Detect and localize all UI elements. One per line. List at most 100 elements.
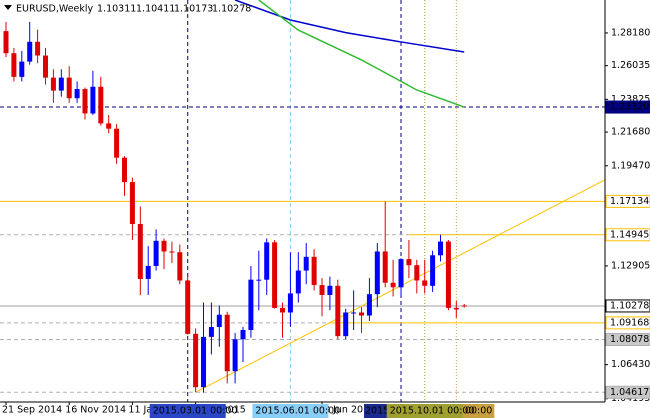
x-tick-label: 28 Jun 2015: [318, 405, 375, 416]
candle-body: [430, 255, 436, 286]
candle-body: [129, 182, 135, 225]
candle-body: [295, 270, 301, 294]
level-label-box: [605, 228, 650, 242]
level-label: 1.09168: [610, 317, 649, 328]
marker-label-box: [149, 404, 226, 418]
candle-body: [185, 280, 191, 334]
candle-body: [3, 31, 9, 54]
candle-body: [153, 240, 159, 266]
candle-body: [359, 312, 365, 316]
y-tick-label: 1.06430: [611, 359, 650, 370]
close: 1.10278: [212, 4, 251, 15]
candle-body: [66, 77, 72, 99]
candle-body: [27, 41, 33, 62]
candle-body: [264, 242, 270, 280]
candle-body: [382, 251, 388, 283]
moving-average: [234, 0, 465, 53]
y-tick-label: 1.19470: [611, 160, 650, 171]
level-label-box: [605, 100, 650, 114]
candle-body: [287, 293, 293, 313]
marker-label: 2015.03.01 00:00: [153, 406, 238, 417]
high: 1.10411: [136, 4, 175, 15]
candle-body: [406, 259, 412, 266]
candle-body: [201, 336, 207, 388]
candle-body: [398, 259, 404, 288]
candle-body: [311, 256, 317, 286]
level-label: 1.17134: [610, 196, 649, 207]
y-tick-label: 1.21680: [611, 127, 650, 138]
candle-body: [438, 241, 444, 256]
level-label-box: [605, 194, 650, 208]
level-label: 1.14945: [610, 229, 649, 240]
moving-average: [258, 0, 465, 108]
y-tick-label: 1.23825: [611, 94, 650, 105]
candle-body: [11, 53, 17, 77]
candle-body: [35, 41, 41, 56]
candle-body: [90, 86, 96, 114]
price-label: 1.10278: [610, 300, 649, 311]
candle-body: [280, 307, 286, 313]
candle-body: [193, 333, 199, 388]
candle-body: [58, 77, 64, 91]
x-tick-label: 21 Sep 2014: [2, 405, 62, 416]
y-tick-label: 1.12905: [611, 260, 650, 271]
marker-label: 2015: [365, 406, 389, 417]
open: 1.10311: [97, 4, 136, 15]
candle-body: [43, 55, 49, 78]
candle-body: [422, 280, 428, 286]
candle-body: [161, 240, 167, 252]
candle-body: [98, 86, 104, 124]
candle-body: [248, 279, 254, 331]
candle-body: [145, 265, 151, 279]
candle-body: [335, 285, 341, 337]
level-label-box: [605, 316, 650, 330]
candle-body: [216, 314, 222, 327]
candle-body: [208, 326, 214, 337]
level-label: 1.23320: [610, 102, 649, 113]
candle-body: [19, 61, 25, 77]
candle-body: [106, 123, 112, 129]
axes: 1.28180 1.26035 1.23825 1.21680 1.19470 1.129…: [2, 27, 650, 418]
candle-body: [272, 242, 278, 308]
candle-body: [74, 89, 80, 99]
marker-label-box: [252, 404, 329, 418]
candle-body: [366, 294, 372, 316]
candle-body: [169, 251, 175, 253]
header: EURUSD,Weekly 1.10311 1.10411 1.10173 1.…: [4, 4, 251, 15]
candle-body: [256, 279, 262, 281]
plot-area: [0, 0, 605, 402]
candle-body: [445, 241, 451, 308]
candle-body: [114, 128, 120, 158]
y-tick-label: 1.26035: [611, 60, 650, 71]
marker-label-box: [386, 404, 463, 418]
candle-body: [50, 77, 56, 91]
candle-body: [390, 282, 396, 288]
marker-label: 2015.06.01 00:00: [255, 406, 340, 417]
marker-label: 2015.10.01 00:00: [390, 406, 475, 417]
y-tick-label: 1.28180: [611, 27, 650, 38]
level-label: 1.08078: [610, 334, 649, 345]
candle-body: [351, 312, 357, 314]
low: 1.10173: [174, 4, 213, 15]
level-label: 1.04617: [610, 387, 649, 398]
candle-body: [461, 305, 467, 307]
level-label-box: [605, 333, 650, 347]
symbol: EURUSD,Weekly: [16, 4, 94, 15]
candle-body: [327, 285, 333, 295]
candle-body: [232, 339, 238, 372]
candle-body: [240, 330, 246, 340]
candle-body: [319, 285, 325, 295]
candle-body: [414, 265, 420, 281]
x-tick-label: 16 Nov 2014: [65, 405, 126, 416]
menu-icon: [4, 5, 12, 10]
candle-body: [453, 307, 459, 310]
candle-body: [137, 224, 143, 279]
candle-body: [224, 314, 230, 372]
candle-body: [374, 251, 380, 295]
candle-body: [177, 252, 183, 281]
candle-body: [343, 312, 349, 337]
price-label-box: [605, 299, 650, 313]
level-label-box: [605, 385, 650, 399]
